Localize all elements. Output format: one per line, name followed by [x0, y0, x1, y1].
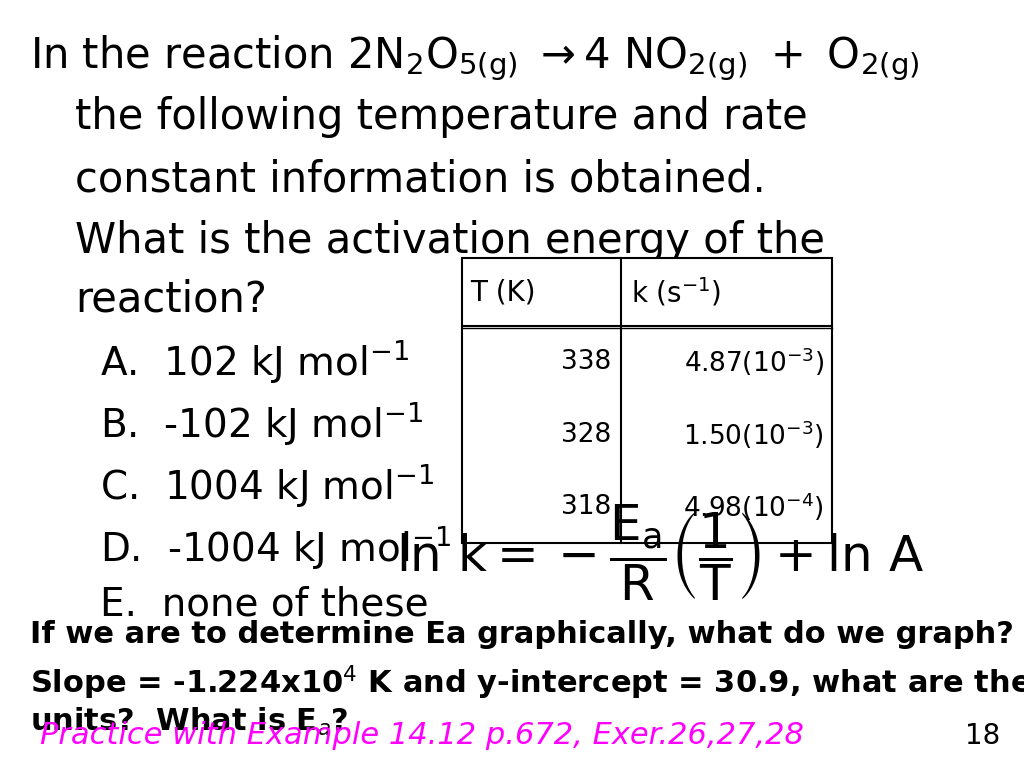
Text: the following temperature and rate: the following temperature and rate [75, 96, 808, 138]
Text: 1.50(10$^{-3}$): 1.50(10$^{-3}$) [683, 419, 824, 451]
Text: 4.98(10$^{-4}$): 4.98(10$^{-4}$) [683, 491, 824, 523]
Text: T (K): T (K) [470, 278, 536, 306]
Text: $\mathrm{ln\ k} = -\dfrac{\mathrm{E_a}}{\mathrm{R}}\left(\dfrac{1}{\mathrm{T}}\r: $\mathrm{ln\ k} = -\dfrac{\mathrm{E_a}}{… [396, 503, 924, 603]
Bar [462, 258, 831, 543]
Text: C.  1004 kJ mol$^{-1}$: C. 1004 kJ mol$^{-1}$ [100, 462, 434, 509]
Text: If we are to determine Ea graphically, what do we graph?: If we are to determine Ea graphically, w… [30, 620, 1014, 649]
Text: What is the activation energy of the: What is the activation energy of the [75, 220, 825, 262]
Text: Slope = -1.224x10$^{4}$ K and y-intercept = 30.9, what are the: Slope = -1.224x10$^{4}$ K and y-intercep… [30, 663, 1024, 701]
Text: E.  none of these: E. none of these [100, 586, 429, 624]
Text: units?  What is E$_a$?: units? What is E$_a$? [30, 706, 348, 738]
Text: D.  -1004 kJ mol$^{-1}$: D. -1004 kJ mol$^{-1}$ [100, 524, 452, 571]
Text: A.  102 kJ mol$^{-1}$: A. 102 kJ mol$^{-1}$ [100, 338, 409, 385]
Text: reaction?: reaction? [75, 278, 267, 320]
Text: constant information is obtained.: constant information is obtained. [75, 158, 766, 200]
Text: 318: 318 [561, 494, 611, 520]
Text: B.  -102 kJ mol$^{-1}$: B. -102 kJ mol$^{-1}$ [100, 400, 423, 447]
Text: 338: 338 [561, 349, 611, 375]
Text: 4.87(10$^{-3}$): 4.87(10$^{-3}$) [684, 346, 824, 379]
Text: Practice with Example 14.12 p.672, Exer.26,27,28: Practice with Example 14.12 p.672, Exer.… [40, 721, 804, 750]
Text: 328: 328 [561, 422, 611, 448]
Text: k (s$^{-1}$): k (s$^{-1}$) [631, 276, 721, 309]
Text: 18: 18 [965, 722, 1000, 750]
Text: In the reaction $\mathregular{2N_2O_{5(g)}}$ $\mathregular{\rightarrow}$$\mathre: In the reaction $\mathregular{2N_2O_{5(g… [30, 33, 920, 83]
